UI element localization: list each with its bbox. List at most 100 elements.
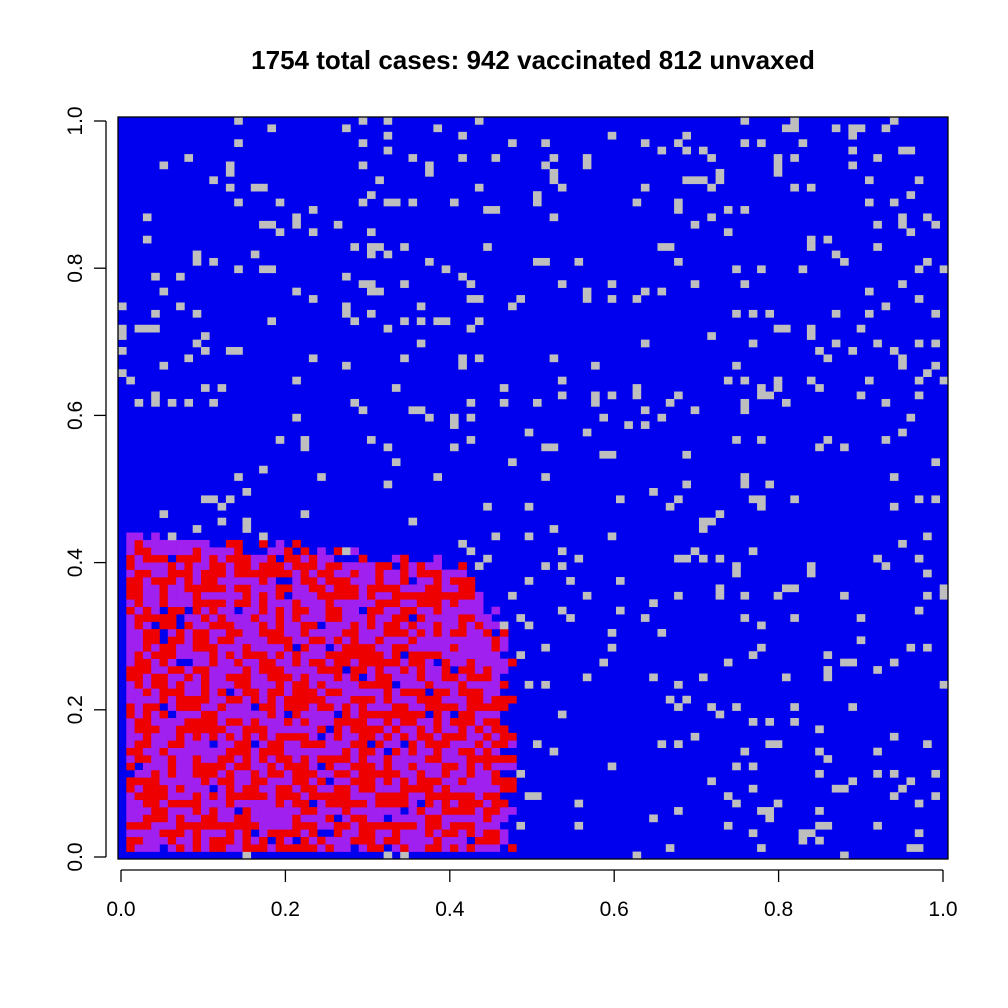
heatmap-cell [126, 680, 135, 689]
heatmap-cell [491, 688, 501, 697]
heatmap-cell [815, 747, 824, 756]
heatmap-cell [134, 621, 144, 630]
heatmap-cell [250, 814, 260, 823]
x-axis: 0.0 0.2 0.4 0.6 0.8 1.0 [106, 869, 958, 921]
heatmap-cell [209, 703, 218, 711]
heatmap-cell [259, 680, 268, 689]
heatmap-cell [906, 413, 916, 422]
heatmap-cell [931, 495, 940, 504]
heatmap-cell [350, 666, 359, 674]
heatmap-cell [234, 584, 243, 593]
heatmap-cell [665, 695, 675, 704]
heatmap-cell [923, 532, 932, 541]
heatmap-cell [325, 784, 335, 793]
heatmap-cell [441, 829, 451, 838]
heatmap-cell [292, 584, 301, 593]
heatmap-cell [342, 272, 351, 281]
heatmap-cell [234, 680, 243, 689]
heatmap-cell [508, 762, 517, 771]
heatmap-cell [408, 569, 418, 578]
heatmap-cell [225, 673, 235, 682]
heatmap-cell [723, 376, 733, 385]
heatmap-cell [400, 569, 409, 578]
heatmap-cell [425, 732, 434, 741]
heatmap-cell [367, 799, 376, 808]
heatmap-cell [474, 117, 484, 125]
heatmap-cell [433, 799, 442, 808]
heatmap-cell [375, 844, 384, 852]
heatmap-cell [342, 703, 351, 711]
heatmap-cell [748, 309, 758, 318]
heatmap-cell [358, 658, 368, 667]
heatmap-cell [134, 807, 144, 815]
heatmap-cell [508, 784, 517, 793]
heatmap-cell [201, 755, 210, 763]
heatmap-cell [242, 784, 252, 793]
heatmap-cell [267, 554, 276, 563]
heatmap-cell [201, 762, 210, 771]
heatmap-cell [192, 666, 202, 674]
heatmap-cell [142, 829, 152, 838]
heatmap-cell [192, 703, 202, 711]
heatmap-cell [267, 606, 276, 615]
heatmap-cell [375, 688, 384, 697]
heatmap-cell [167, 673, 177, 682]
heatmap-cell [209, 732, 218, 741]
heatmap-cell [126, 799, 135, 808]
heatmap-cell [209, 398, 218, 407]
heatmap-cell [292, 606, 301, 615]
heatmap-cell [250, 799, 260, 808]
heatmap-cell [342, 732, 351, 741]
heatmap-cell [250, 769, 260, 778]
heatmap-cell [217, 562, 227, 570]
heatmap-cell [159, 732, 169, 741]
heatmap-cell [441, 807, 451, 815]
heatmap-cell [425, 762, 434, 771]
heatmap-cell [582, 287, 592, 296]
heatmap-cell [159, 554, 169, 563]
heatmap-cell [425, 769, 434, 778]
heatmap-cell [209, 547, 218, 556]
heatmap-cell [499, 636, 509, 645]
heatmap-cell [466, 591, 476, 600]
heatmap-cell [466, 747, 476, 756]
heatmap-cell [391, 628, 401, 637]
heatmap-cell [242, 688, 252, 697]
heatmap-cell [391, 584, 401, 593]
heatmap-cell [250, 643, 260, 652]
heatmap-cell [184, 762, 193, 771]
heatmap-cell [690, 732, 700, 741]
heatmap-cell [391, 792, 401, 800]
heatmap-cell [225, 777, 235, 786]
heatmap-cell [782, 673, 791, 682]
heatmap-cell [358, 666, 368, 674]
heatmap-cell [383, 480, 393, 489]
heatmap-cell [425, 666, 434, 674]
heatmap-cell [657, 243, 667, 251]
heatmap-cell [217, 784, 227, 793]
heatmap-cell [259, 220, 268, 229]
heatmap-cell [126, 725, 135, 734]
heatmap-cell [474, 725, 484, 734]
heatmap-cell [151, 792, 160, 800]
heatmap-cell [242, 562, 252, 570]
heatmap-cell [250, 614, 260, 622]
heatmap-cell [873, 554, 882, 563]
heatmap-cell [350, 829, 359, 838]
heatmap-cell [308, 591, 318, 600]
heatmap-cell [823, 821, 833, 830]
heatmap-cell [201, 725, 210, 734]
heatmap-cell [416, 591, 426, 600]
heatmap-cell [142, 673, 152, 682]
heatmap-cell [939, 584, 949, 593]
heatmap-cell [466, 740, 476, 748]
heatmap-cell [466, 658, 476, 667]
heatmap-cell [284, 732, 293, 741]
heatmap-cell [317, 836, 326, 845]
heatmap-cell [250, 777, 260, 786]
heatmap-cell [549, 443, 559, 452]
heatmap-cell [142, 666, 152, 674]
heatmap-cell [358, 814, 368, 823]
heatmap-cell [250, 628, 260, 637]
heatmap-cell [159, 643, 169, 652]
